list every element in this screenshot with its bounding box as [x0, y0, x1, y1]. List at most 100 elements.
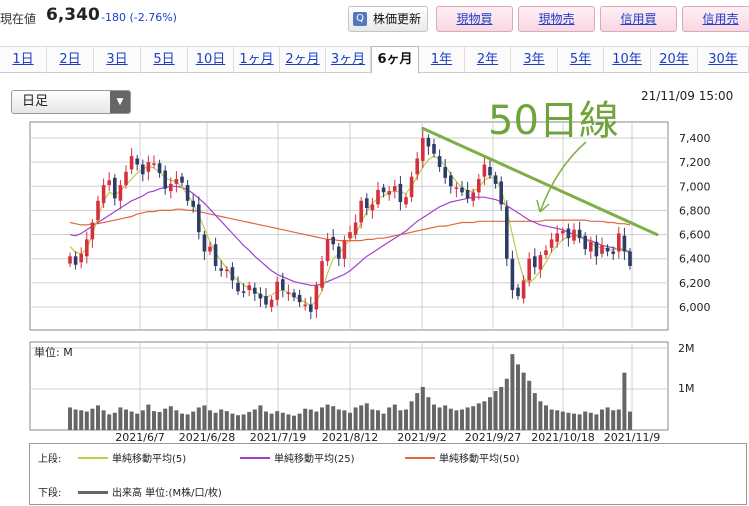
candle-body: [365, 198, 369, 209]
candle-body: [141, 164, 145, 175]
volume-bar: [236, 415, 240, 430]
tab-1y[interactable]: 1年: [419, 47, 465, 73]
volume-tick-2m: 2M: [678, 342, 695, 355]
tab-1m[interactable]: 1ヶ月: [234, 47, 280, 73]
candle-body: [146, 162, 151, 172]
candle-body: [398, 183, 403, 202]
candle-body: [202, 234, 207, 252]
chart-legend: 上段: 単純移動平均(5) 単純移動平均(25) 単純移動平均(50) 下段: …: [29, 443, 747, 505]
candle-body: [628, 251, 632, 266]
volume-bar: [118, 407, 123, 430]
volume-bar: [96, 405, 100, 430]
volume-bar: [588, 412, 593, 430]
tab-5y[interactable]: 5年: [558, 47, 604, 73]
candle-body: [505, 206, 509, 259]
candle-body: [421, 138, 425, 161]
volume-bar: [471, 406, 476, 430]
legend-upper-label: 上段:: [38, 454, 62, 465]
margin-buy-button[interactable]: 信用買: [600, 6, 677, 32]
cash-buy-button[interactable]: 現物買: [436, 6, 513, 32]
bar-type-select[interactable]: 日足 ▼: [11, 90, 131, 114]
candle-body: [381, 187, 386, 193]
tab-3y[interactable]: 3年: [511, 47, 558, 73]
candle-body: [135, 158, 139, 165]
volume-bar: [622, 372, 627, 430]
volume-bar: [560, 411, 565, 430]
tab-2y[interactable]: 2年: [465, 47, 511, 73]
candle-body: [566, 228, 571, 239]
candle-body: [96, 200, 100, 221]
volume-bar: [348, 412, 352, 430]
volume-bar: [269, 413, 274, 430]
tab-1d[interactable]: 1日: [0, 47, 47, 73]
volume-bar: [353, 407, 358, 430]
tab-20y[interactable]: 20年: [651, 47, 698, 73]
candle-body: [404, 197, 408, 205]
candle-body: [314, 285, 319, 310]
volume-bar: [152, 411, 156, 430]
price-axis: 7,400 7,200 7,000 6,800 6,600 6,400 6,200 6,000: [679, 132, 711, 314]
volume-bar: [101, 410, 106, 430]
trendline: [421, 126, 659, 237]
volume-bar: [437, 407, 442, 430]
volume-bar: [583, 411, 588, 430]
candle-body: [180, 176, 184, 183]
margin-sell-button[interactable]: 信用売: [682, 6, 749, 32]
candle-body: [225, 269, 229, 272]
volume-bar: [185, 414, 190, 430]
candle-body: [174, 179, 179, 184]
tab-3d[interactable]: 3日: [94, 47, 141, 73]
current-price: 6,340: [46, 5, 100, 25]
volume-bar: [504, 378, 509, 430]
date-tick-label: 2021/7/19: [250, 431, 306, 443]
cash-sell-button[interactable]: 現物売: [518, 6, 595, 32]
candle-body: [124, 171, 128, 186]
tab-2m[interactable]: 2ヶ月: [280, 47, 326, 73]
tab-6m[interactable]: 6ヶ月: [371, 46, 419, 74]
tab-5d[interactable]: 5日: [141, 47, 188, 73]
volume-bar: [594, 414, 599, 430]
price-tick-label: 6,200: [679, 277, 711, 290]
candle-body: [320, 261, 324, 288]
volume-bar: [364, 403, 369, 430]
candle-body: [594, 241, 599, 257]
tab-10d[interactable]: 10日: [188, 47, 234, 73]
volume-bar: [600, 409, 604, 430]
volume-bar: [247, 411, 252, 430]
candle-body: [460, 187, 464, 193]
update-price-button[interactable]: Q 株価更新: [348, 6, 428, 32]
candle-body: [477, 179, 481, 193]
volume-bar: [280, 412, 285, 430]
candle-body: [533, 256, 537, 268]
tab-10y[interactable]: 10年: [604, 47, 651, 73]
volume-bar: [616, 409, 621, 430]
volume-bar: [465, 407, 470, 430]
volume-bar: [611, 410, 616, 430]
candlesticks: [68, 130, 632, 320]
tab-2d[interactable]: 2日: [47, 47, 94, 73]
tab-3m[interactable]: 3ヶ月: [326, 47, 371, 73]
volume-bar: [213, 412, 218, 430]
volume-bar: [448, 408, 453, 430]
candle-body: [101, 185, 106, 204]
volume-bar: [392, 404, 397, 430]
volume-bar: [359, 405, 364, 430]
volume-bar: [275, 411, 280, 430]
chevron-down-icon: ▼: [110, 91, 130, 113]
candle-body: [482, 164, 487, 177]
volume-bar: [488, 397, 492, 430]
candle-body: [253, 287, 257, 294]
volume-bar: [84, 411, 89, 430]
candle-body: [258, 293, 263, 299]
date-tick-label: 2021/9/2: [397, 431, 446, 443]
volume-bars: [68, 354, 632, 430]
volume-bar: [532, 393, 537, 430]
quote-header: 現在値 6,340 -180 (-2.76%) Q 株価更新 現物買 現物売 信…: [0, 0, 749, 38]
volume-bar: [308, 409, 313, 430]
candle-body: [68, 256, 72, 264]
volume-bar: [180, 413, 184, 430]
stock-chart: 7,400 7,200 7,000 6,800 6,600 6,400 6,200 6,000…: [29, 98, 711, 443]
legend-volume: 出来高 単位:(M株/口/枚): [78, 484, 222, 499]
volume-bar: [538, 401, 543, 430]
candle-body: [555, 233, 559, 242]
